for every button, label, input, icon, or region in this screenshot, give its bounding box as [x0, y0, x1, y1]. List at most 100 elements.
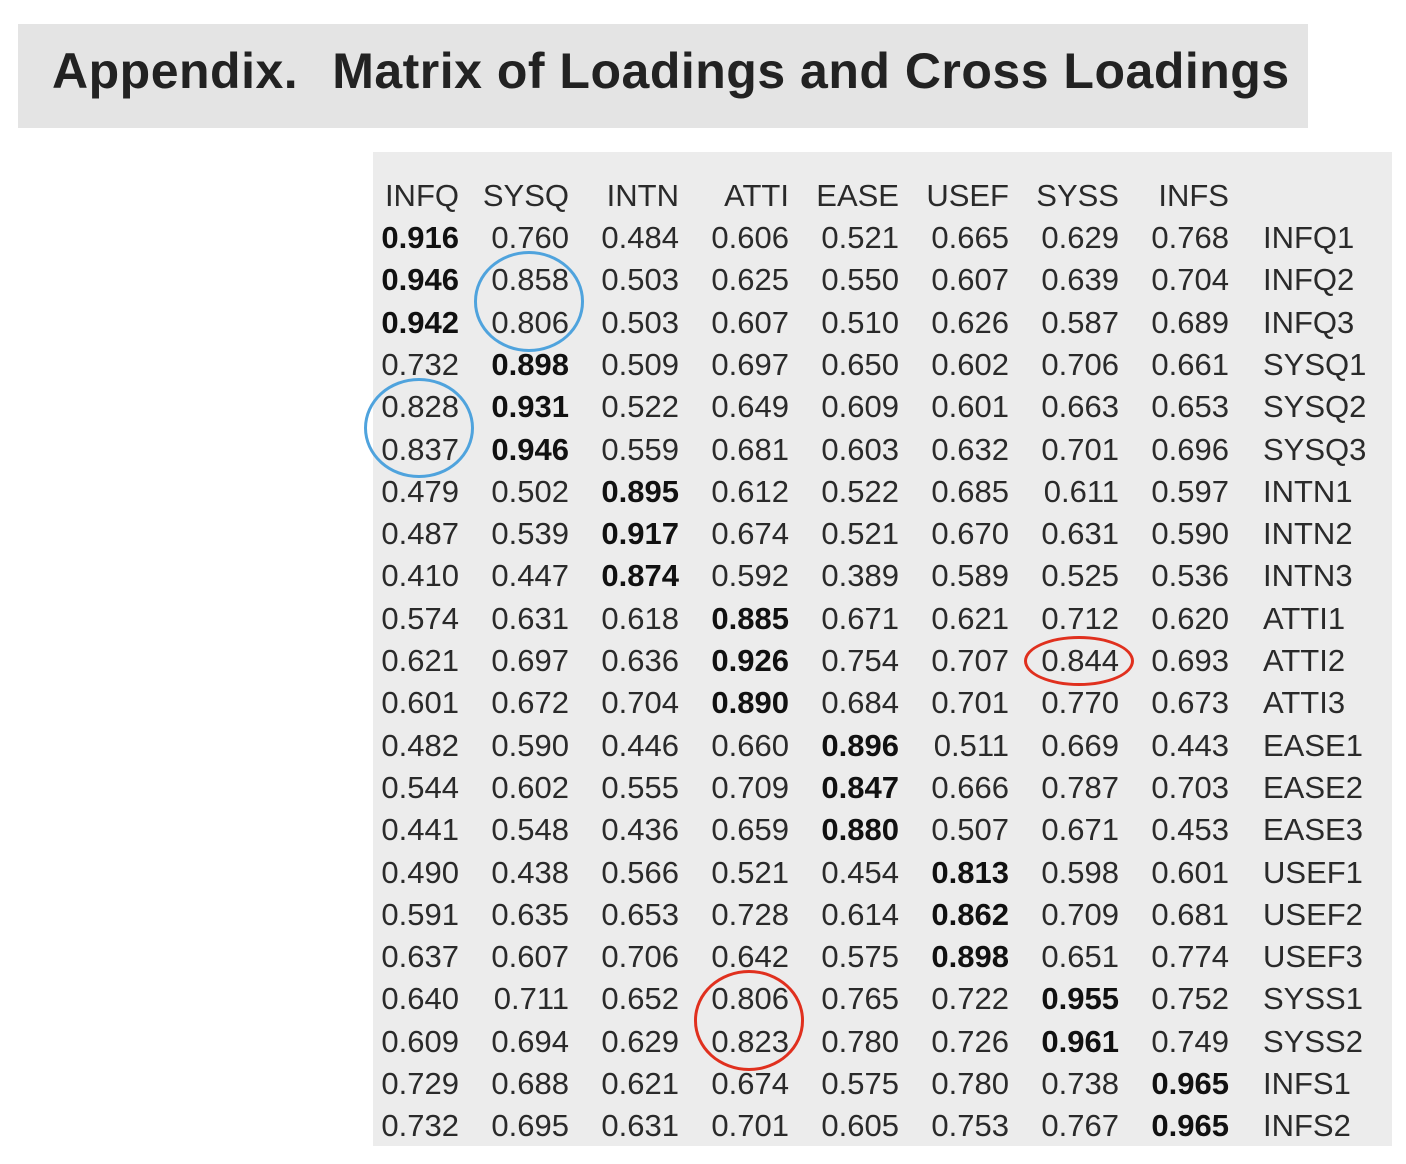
title-appendix: Appendix. [52, 43, 299, 99]
table-cell: 0.618 [601, 600, 679, 636]
table-cell: 0.926 [711, 643, 789, 678]
table-cell: 0.625 [711, 262, 789, 298]
table-cell: 0.697 [711, 346, 789, 382]
table-cell: 0.453 [1151, 812, 1229, 848]
table-cell: 0.754 [821, 643, 899, 678]
row-label: SYSS1 [1263, 981, 1363, 1017]
table-cell: 0.661 [1151, 346, 1229, 382]
row-label: INFQ1 [1263, 220, 1355, 255]
table-cell: 0.955 [1041, 981, 1119, 1017]
table-cell: 0.621 [381, 643, 459, 678]
table-cell: 0.589 [931, 558, 1009, 594]
table-cell: 0.587 [1041, 304, 1119, 340]
table-cell: 0.487 [381, 516, 459, 552]
table-cell: 0.509 [601, 346, 679, 382]
row-label: INTN2 [1263, 516, 1353, 552]
table-cell: 0.621 [601, 1066, 679, 1101]
table-cell: 0.768 [1151, 220, 1229, 255]
table-cell: 0.575 [821, 1066, 899, 1101]
column-header-usef: USEF [926, 178, 1009, 213]
table-cell: 0.635 [491, 896, 569, 932]
table-cell: 0.614 [821, 896, 899, 932]
table-cell: 0.640 [381, 981, 459, 1017]
row-label: ATTI3 [1263, 685, 1346, 721]
table-cell: 0.606 [711, 220, 789, 255]
table-cell: 0.946 [381, 262, 459, 298]
table-cell: 0.559 [601, 431, 679, 467]
table-cell: 0.671 [1041, 812, 1119, 848]
table-cell: 0.917 [601, 516, 679, 552]
table-cell: 0.632 [931, 431, 1009, 467]
table-cell: 0.607 [711, 304, 789, 340]
table-cell: 0.706 [601, 939, 679, 975]
table-cell: 0.760 [491, 220, 569, 255]
table-cell: 0.521 [711, 854, 789, 890]
row-label: EASE1 [1263, 727, 1363, 763]
column-header-sysq: SYSQ [482, 178, 569, 213]
table-cell: 0.844 [1041, 643, 1119, 678]
table-cell: 0.507 [931, 812, 1009, 848]
loadings-table: INFQ SYSQ INTN ATTI EASE USEF SYSS INFS 0.916 0.7… [364, 152, 1392, 1146]
table-cell: 0.629 [601, 1023, 679, 1059]
table-cell: 0.629 [1041, 220, 1119, 255]
table-cell: 0.503 [601, 304, 679, 340]
table-cell: 0.726 [931, 1023, 1009, 1059]
row-label: INTN3 [1263, 558, 1353, 594]
table-cell: 0.502 [491, 473, 569, 509]
table-cell: 0.709 [1041, 896, 1119, 932]
table-cell: 0.787 [1041, 769, 1119, 805]
table-cell: 0.479 [381, 473, 459, 509]
table-cell: 0.620 [1151, 600, 1229, 636]
row-label: INFS2 [1263, 1108, 1351, 1144]
table-cell: 0.389 [821, 558, 899, 594]
table-cell: 0.607 [931, 262, 1009, 298]
table-cell: 0.511 [933, 727, 1009, 763]
table-cell: 0.436 [601, 812, 679, 848]
table-cell: 0.522 [821, 473, 899, 509]
table-cell: 0.548 [491, 812, 569, 848]
row-label: SYSQ3 [1263, 431, 1367, 467]
table-cell: 0.965 [1151, 1108, 1229, 1144]
row-label: INFQ3 [1263, 304, 1355, 340]
table-cell: 0.601 [381, 685, 459, 721]
table-cell: 0.858 [491, 262, 569, 298]
table-cell: 0.684 [821, 685, 899, 721]
table-cell: 0.673 [1151, 685, 1229, 721]
page-title: Appendix. Matrix of Loadings and Cross Lo… [52, 42, 1290, 100]
table-cell: 0.609 [821, 389, 899, 425]
table-cell: 0.651 [1041, 939, 1119, 975]
table-cell: 0.711 [493, 981, 569, 1017]
table-cell: 0.672 [491, 685, 569, 721]
table-cell: 0.695 [491, 1108, 569, 1144]
table-cell: 0.652 [601, 981, 679, 1017]
table-cell: 0.550 [821, 262, 899, 298]
table-cell: 0.536 [1151, 558, 1229, 594]
table-cell: 0.780 [821, 1023, 899, 1059]
row-label: EASE2 [1263, 769, 1363, 805]
table-cell: 0.874 [601, 558, 679, 594]
table-cell: 0.525 [1041, 558, 1119, 594]
table-cell: 0.701 [1041, 431, 1119, 467]
table-cell: 0.639 [1041, 262, 1119, 298]
table-cell: 0.681 [1151, 896, 1229, 932]
table-cell: 0.688 [491, 1066, 569, 1101]
table-cell: 0.703 [1151, 769, 1229, 805]
row-label: SYSQ2 [1263, 389, 1367, 425]
table-cell: 0.774 [1151, 939, 1229, 975]
table-cell: 0.482 [381, 727, 459, 763]
table-cell: 0.602 [931, 346, 1009, 382]
table-cell: 0.706 [1041, 346, 1119, 382]
table-cell: 0.653 [1151, 389, 1229, 425]
table-cell: 0.880 [821, 812, 899, 848]
table-cell: 0.704 [1151, 262, 1229, 298]
table-cell: 0.689 [1151, 304, 1229, 340]
table-cell: 0.626 [931, 304, 1009, 340]
table-cell: 0.828 [381, 389, 459, 425]
table-cell: 0.490 [381, 854, 459, 890]
table-cell: 0.510 [821, 304, 899, 340]
table-cell: 0.749 [1151, 1023, 1229, 1059]
table-cell: 0.597 [1151, 473, 1229, 509]
table-cell: 0.896 [821, 727, 899, 763]
table-cell: 0.607 [491, 939, 569, 975]
table-cell: 0.946 [491, 431, 569, 467]
